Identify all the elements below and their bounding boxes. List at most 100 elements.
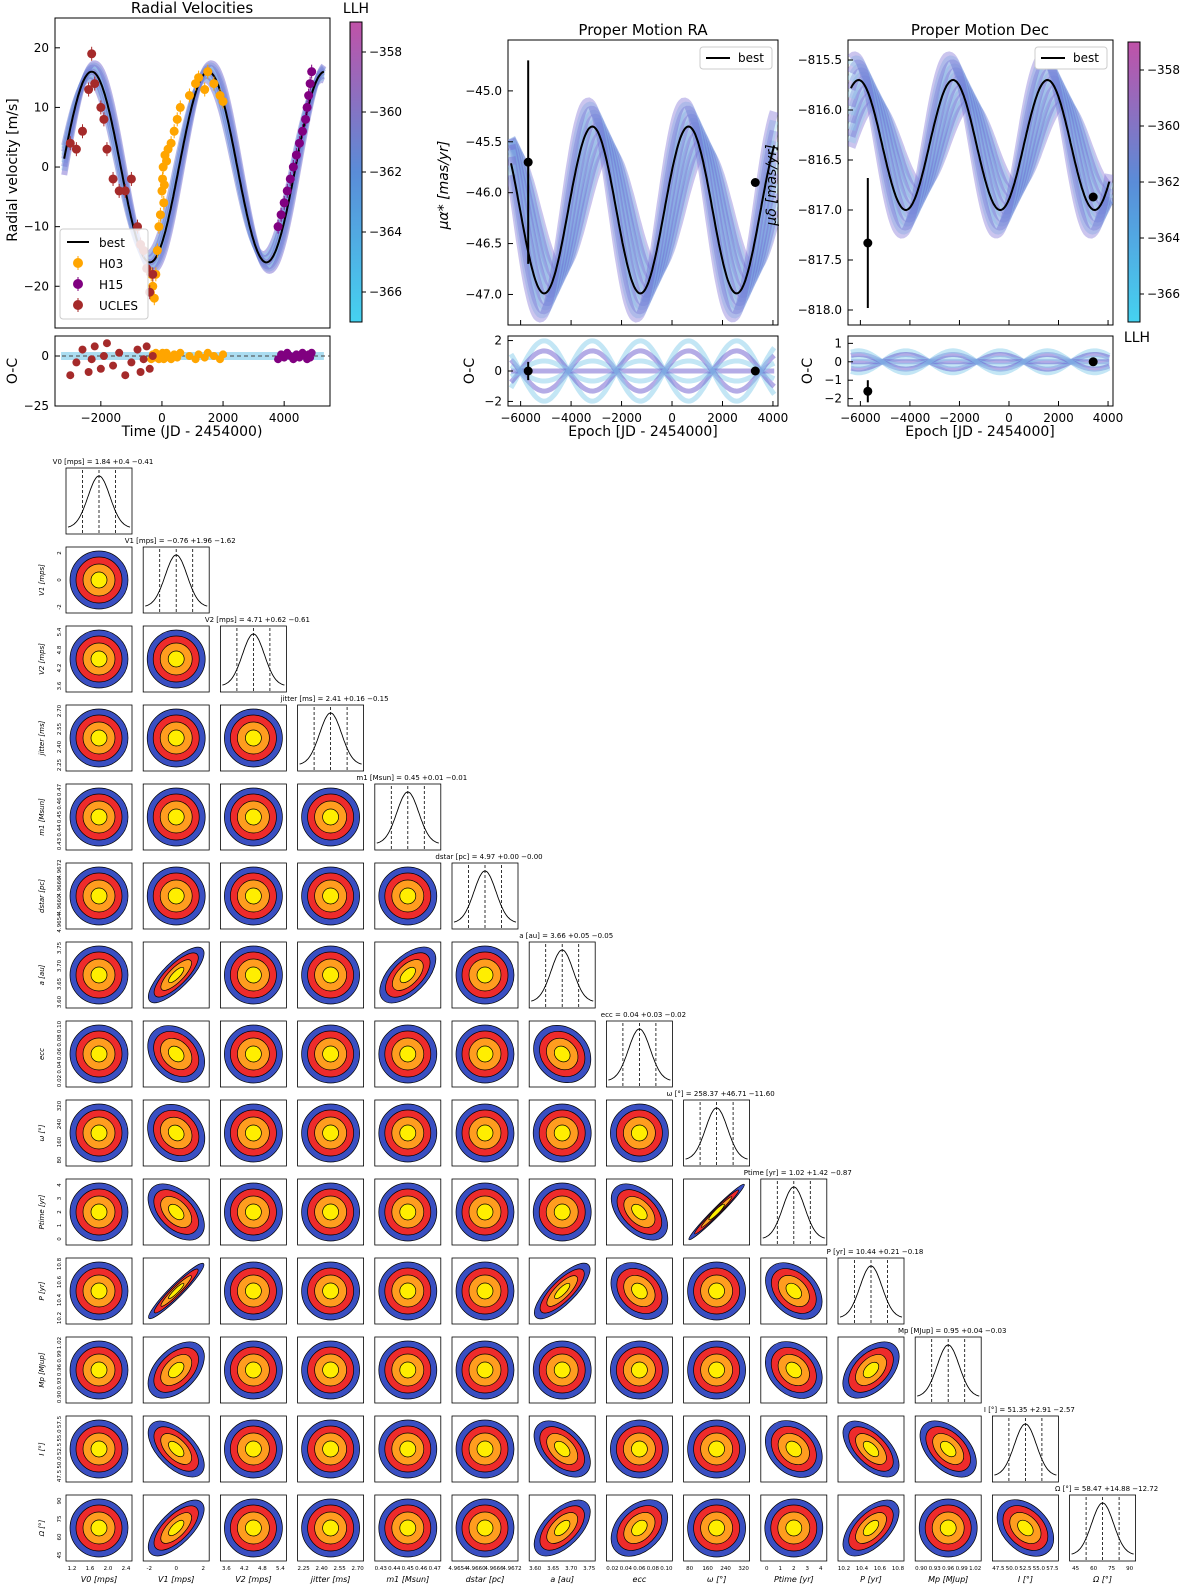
contour-11-6 [528,1336,596,1404]
dec-legend-best: best [1073,51,1099,65]
corner-ytick: 3.70 [57,959,63,972]
pm-model-sample [848,55,1113,235]
contour-level-3 [168,1361,185,1379]
corner-xlabel: I [°] [1018,1575,1033,1584]
dec-colorbar [1127,41,1141,323]
corner-ylabel: jitter [ms] [38,720,46,756]
corner-ytick: 0.46 [57,797,63,810]
rv-model-sample [61,60,327,274]
corner-ytick: 0.47 [57,783,63,796]
rv-oc-point [136,368,145,376]
contour-level-3 [322,808,339,826]
contour-5-2 [219,862,287,930]
corner-xtick: 240 [720,1566,731,1572]
contour-level-3 [90,650,108,668]
y-tick-label: −816.5 [798,153,842,167]
contour-level-3 [399,1361,417,1379]
contour-level-3 [553,1124,571,1142]
contour-10-2 [219,1257,287,1325]
rv-point-h03 [152,246,162,255]
ra-plot-frame [507,39,779,326]
y-tick-label: −2 [824,392,842,406]
pm-oc-sample [509,348,776,394]
pm-oc-sample [509,348,776,394]
y-tick-label: −25 [24,399,49,413]
rv-point-ucles [126,174,136,184]
parameter-title: Ptime [yr] = 1.02 +1.42 −0.87 [744,1169,852,1177]
parameter-title: Mp [MJup] = 0.95 +0.04 −0.03 [898,1327,1006,1335]
contour-6-4 [374,941,442,1009]
legend-ucles: UCLES [99,299,138,313]
radial-velocity-panel: Radial Velocities Radial velocity [m/s] … [5,0,402,440]
rv-oc-point [307,348,316,357]
corner-ytick: 4.9672 [57,859,63,878]
x-tick-label: −4000 [551,411,592,425]
contour-13-0 [65,1494,133,1562]
corner-ytick: 0.99 [57,1350,63,1363]
rv-oc-point [72,358,81,367]
corner-ytick: 2.25 [57,758,63,771]
corner-xlabel: jitter [ms] [310,1575,351,1584]
rv-point-h15 [282,186,292,196]
cb-tick-label: −364 [369,225,402,239]
x-tick-label: 2000 [208,411,239,425]
contour-level-3 [322,1045,339,1063]
contour-12-9 [760,1415,828,1483]
contour-6-5 [451,941,519,1009]
dec-ylabel: μδ [mas/yr] [764,144,780,226]
corner-xtick: 1.2 [68,1566,77,1572]
corner-xtick: 10.6 [874,1566,887,1572]
contour-level-3 [476,1282,494,1300]
rv-point-ucles [78,126,87,136]
contour-level-3 [708,1203,725,1221]
legend-h15: H15 [99,278,123,292]
rv-model-band [61,46,327,306]
contour-5-1 [142,862,210,930]
rv-point-h15 [301,114,311,124]
histogram-2: V2 [mps] = 4.71 +0.62 −0.61 [205,616,310,693]
y-tick-label: 0 [41,349,49,363]
contour-level-3 [939,1519,957,1537]
histogram-5: dstar [pc] = 4.97 +0.00 −0.00 [435,853,543,930]
contour-4-0 [65,783,133,851]
ra-oc-content: −6000 −4000 −2000 0 2000 4000 −2 0 2 [484,334,788,425]
pm-model-sample [848,91,1110,199]
y-tick-label: 0 [41,160,49,174]
contour-level-3 [168,1282,185,1300]
corner-ytick: 10.8 [57,1257,63,1270]
contour-level-3 [90,1282,108,1300]
contour-level-3 [553,1203,571,1221]
pm-oc-sample [509,358,776,384]
rv-colorbar-ticks: −358 −360 −362 −364 −366 [362,45,402,299]
rv-point-ucles [87,49,97,59]
parameter-title: dstar [pc] = 4.97 +0.00 −0.00 [435,853,542,861]
contour-level-3 [631,1440,648,1458]
cb-tick-label: −362 [1147,175,1180,189]
contour-9-1 [142,1178,210,1246]
rv-oc-point [66,371,75,380]
corner-xtick: 10.4 [856,1566,869,1572]
contour-12-5 [451,1415,519,1483]
y-tick-label: −817.5 [798,253,842,267]
y-tick-label: −2 [484,394,502,408]
contour-12-3 [297,1415,365,1483]
contour-12-0 [65,1415,133,1483]
contour-7-5 [451,1020,519,1088]
corner-xtick: 0.10 [660,1566,673,1572]
corner-ytick: 4.8 [57,645,63,654]
corner-xtick: 0.45 [402,1566,415,1572]
contour-4-2 [219,783,287,851]
rv-oc-point [142,342,151,351]
contour-7-1 [142,1020,210,1088]
dec-title: Proper Motion Dec [911,21,1049,39]
contour-level-3 [167,808,185,826]
contour-level-3 [399,1203,417,1221]
contour-7-3 [297,1020,365,1088]
rv-point-h03 [155,210,165,220]
contour-level-3 [167,729,185,747]
contour-level-3 [631,1519,648,1537]
corner-xtick: 75 [1108,1566,1115,1572]
contour-11-0 [65,1336,133,1404]
corner-ytick: 4 [57,1183,63,1187]
contour-level-3 [90,729,108,747]
